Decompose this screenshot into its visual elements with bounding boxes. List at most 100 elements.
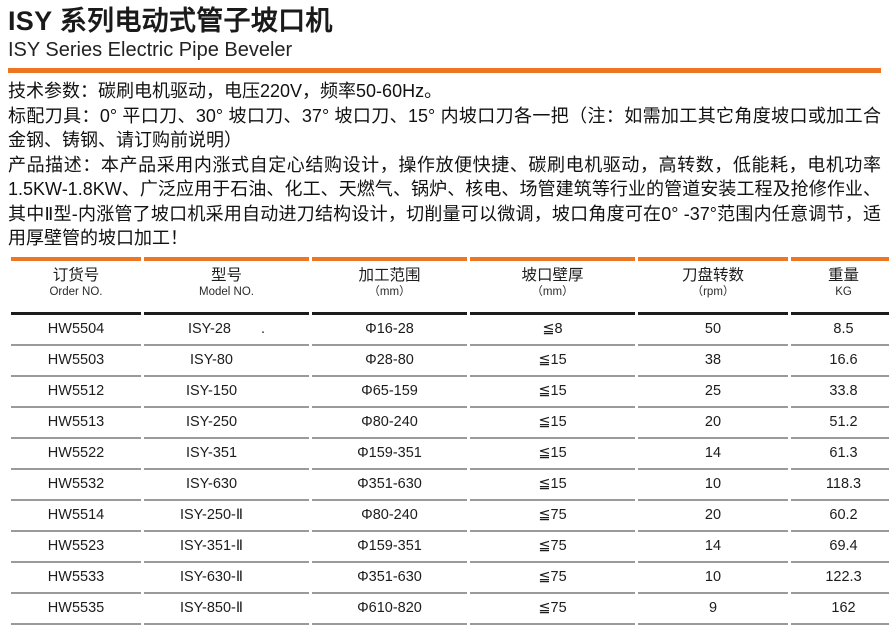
cell-model: ISY-630-Ⅱ xyxy=(144,563,309,594)
standard-tools-paragraph: 标配刀具：0° 平口刀、30° 坡口刀、37° 坡口刀、15° 内坡口刀各一把（… xyxy=(8,105,881,151)
cell-model: ISY-250 xyxy=(144,408,309,439)
table-row: HW5512 ISY-150 Φ65-159 ≦15 25 33.8 xyxy=(11,377,889,408)
cell-weight: 16.6 xyxy=(791,346,889,377)
cell-wall: ≦8 xyxy=(470,315,635,346)
column-header-wall: 坡口壁厚 （mm） xyxy=(470,256,635,315)
cell-order: HW5523 xyxy=(11,532,141,563)
table-row: HW5535 ISY-850-Ⅱ Φ610-820 ≦75 9 162 xyxy=(11,594,889,625)
cell-model: ISY-351-Ⅱ xyxy=(144,532,309,563)
cell-wall: ≦15 xyxy=(470,470,635,501)
cell-model-text: ISY-150 xyxy=(185,383,238,399)
cell-order: HW5504 xyxy=(11,315,141,346)
cell-model: ISY-850-Ⅱ xyxy=(144,594,309,625)
column-header-rpm-zh: 刀盘转数 xyxy=(681,266,744,284)
cell-rpm: 14 xyxy=(638,439,788,470)
cell-range: Φ28-80 xyxy=(312,346,467,377)
table-row: HW5533 ISY-630-Ⅱ Φ351-630 ≦75 10 122.3 xyxy=(11,563,889,594)
cell-rpm: 9 xyxy=(638,594,788,625)
cell-range: Φ159-351 xyxy=(312,439,467,470)
cell-order: HW5513 xyxy=(11,408,141,439)
cell-model-text: ISY-630-Ⅱ xyxy=(179,569,244,585)
table-row: HW5513 ISY-250 Φ80-240 ≦15 20 51.2 xyxy=(11,408,889,439)
column-header-weight: 重量 KG xyxy=(791,256,889,315)
cell-wall: ≦15 xyxy=(470,439,635,470)
cell-model: ISY-351 xyxy=(144,439,309,470)
cell-range: Φ159-351 xyxy=(312,532,467,563)
cell-weight: 51.2 xyxy=(791,408,889,439)
cell-range: Φ65-159 xyxy=(312,377,467,408)
cell-order: HW5535 xyxy=(11,594,141,625)
cell-wall: ≦75 xyxy=(470,532,635,563)
accent-divider xyxy=(8,68,881,73)
cell-weight: 118.3 xyxy=(791,470,889,501)
cell-rpm: 10 xyxy=(638,470,788,501)
cell-range: Φ80-240 xyxy=(312,408,467,439)
cell-order: HW5512 xyxy=(11,377,141,408)
cell-rpm: 25 xyxy=(638,377,788,408)
cell-model-text: ISY-80 xyxy=(190,352,233,368)
cell-rpm: 20 xyxy=(638,408,788,439)
table-row: HW5522 ISY-351 Φ159-351 ≦15 14 61.3 xyxy=(11,439,889,470)
cell-wall: ≦15 xyxy=(470,377,635,408)
cell-weight: 122.3 xyxy=(791,563,889,594)
page-title: ISY 系列电动式管子坡口机 xyxy=(8,6,333,36)
table-row: HW5504 ISY-28. Φ16-28 ≦8 50 8.5 xyxy=(11,315,889,346)
cell-model: ISY-630 xyxy=(144,470,309,501)
column-header-wall-en: （mm） xyxy=(531,285,574,298)
cell-model: ISY-250-Ⅱ xyxy=(144,501,309,532)
column-header-wall-zh: 坡口壁厚 xyxy=(521,266,584,284)
table-row: HW5514 ISY-250-Ⅱ Φ80-240 ≦75 20 60.2 xyxy=(11,501,889,532)
column-header-model-en: Model NO. xyxy=(199,285,254,298)
column-header-range-en: （mm） xyxy=(368,285,411,298)
header-row: 订货号 Order NO. 型号 Model NO. 加工范围 （mm） 坡口壁… xyxy=(11,256,889,315)
column-header-weight-en: KG xyxy=(835,285,852,298)
cell-model-note: . xyxy=(260,321,266,337)
cell-wall: ≦15 xyxy=(470,346,635,377)
tech-params-paragraph: 技术参数：碳刷电机驱动，电压220V，频率50-60Hz。 xyxy=(8,81,443,101)
cell-order: HW5532 xyxy=(11,470,141,501)
table-row: HW5523 ISY-351-Ⅱ Φ159-351 ≦75 14 69.4 xyxy=(11,532,889,563)
cell-weight: 69.4 xyxy=(791,532,889,563)
product-intro: 技术参数：碳刷电机驱动，电压220V，频率50-60Hz。 标配刀具：0° 平口… xyxy=(0,73,889,251)
cell-range: Φ351-630 xyxy=(312,563,467,594)
cell-model-text: ISY-351 xyxy=(185,445,238,461)
column-header-rpm: 刀盘转数 （rpm） xyxy=(638,256,788,315)
table-row: HW5532 ISY-630 Φ351-630 ≦15 10 118.3 xyxy=(11,470,889,501)
cell-order: HW5533 xyxy=(11,563,141,594)
cell-wall: ≦75 xyxy=(470,501,635,532)
description-paragraph: 产品描述：本产品采用内涨式自定心结购设计，操作放便快捷、碳刷电机驱动，高转数，低… xyxy=(8,154,881,249)
cell-model-text: ISY-351-Ⅱ xyxy=(179,538,244,554)
cell-rpm: 50 xyxy=(638,315,788,346)
cell-model-text: ISY-28 xyxy=(187,321,231,337)
cell-weight: 162 xyxy=(791,594,889,625)
page-subtitle: ISY Series Electric Pipe Beveler xyxy=(8,39,293,61)
cell-model: ISY-150 xyxy=(144,377,309,408)
cell-model: ISY-80 xyxy=(144,346,309,377)
cell-range: Φ80-240 xyxy=(312,501,467,532)
spec-table-header: 订货号 Order NO. 型号 Model NO. 加工范围 （mm） 坡口壁… xyxy=(11,256,889,315)
page-header: ISY 系列电动式管子坡口机 ISY Series Electric Pipe … xyxy=(0,0,889,63)
column-header-weight-zh: 重量 xyxy=(827,266,859,284)
cell-order: HW5522 xyxy=(11,439,141,470)
cell-weight: 61.3 xyxy=(791,439,889,470)
column-header-order: 订货号 Order NO. xyxy=(11,256,141,315)
cell-model-text: ISY-630 xyxy=(185,476,238,492)
cell-weight: 8.5 xyxy=(791,315,889,346)
column-header-model: 型号 Model NO. xyxy=(144,256,309,315)
cell-rpm: 20 xyxy=(638,501,788,532)
column-header-order-zh: 订货号 xyxy=(52,266,100,284)
cell-rpm: 38 xyxy=(638,346,788,377)
column-header-rpm-en: （rpm） xyxy=(691,285,735,298)
cell-range: Φ351-630 xyxy=(312,470,467,501)
cell-model-text: ISY-250-Ⅱ xyxy=(179,507,244,523)
spec-table-body: HW5504 ISY-28. Φ16-28 ≦8 50 8.5 HW5503 I… xyxy=(11,315,889,625)
cell-range: Φ610-820 xyxy=(312,594,467,625)
spec-table: 订货号 Order NO. 型号 Model NO. 加工范围 （mm） 坡口壁… xyxy=(8,256,889,625)
cell-order: HW5514 xyxy=(11,501,141,532)
cell-weight: 60.2 xyxy=(791,501,889,532)
table-row: HW5503 ISY-80 Φ28-80 ≦15 38 16.6 xyxy=(11,346,889,377)
column-header-range-zh: 加工范围 xyxy=(358,266,421,284)
cell-rpm: 14 xyxy=(638,532,788,563)
cell-model: ISY-28. xyxy=(144,315,309,346)
